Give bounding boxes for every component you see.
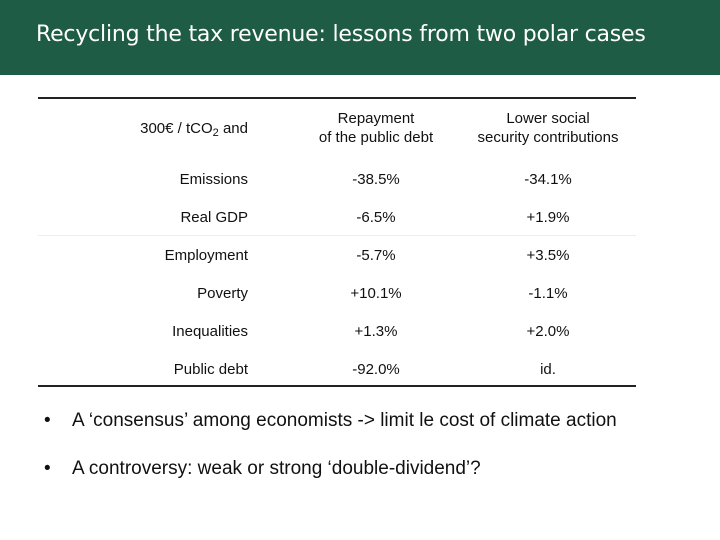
cell-employment-debt: -5.7% xyxy=(356,247,396,264)
cell-inequalities-debt: +1.3% xyxy=(354,323,398,340)
column-header-debt-line1: Repayment xyxy=(337,110,415,127)
row-label-real-gdp: Real GDP xyxy=(180,209,248,226)
corner-prefix: 300€ / tCO xyxy=(140,120,213,137)
column-header-social-line1: Lower social xyxy=(506,110,590,127)
bullet-consensus: • A ‘consensus’ among economists -> limit… xyxy=(44,409,617,433)
corner-subscript: 2 xyxy=(212,127,219,139)
cell-public-debt-social: id. xyxy=(540,361,556,378)
table-corner-header: 300€ / tCO2 and xyxy=(38,119,248,143)
slide-title: Recycling the tax revenue: lessons from … xyxy=(36,22,646,47)
column-header-social-line2: security contributions xyxy=(477,129,619,146)
title-bar: Recycling the tax revenue: lessons from … xyxy=(0,0,720,75)
row-label-employment: Employment xyxy=(164,247,248,264)
cell-poverty-debt: +10.1% xyxy=(350,285,402,302)
column-header-social: Lower social security contributions xyxy=(468,109,628,147)
cell-employment-social: +3.5% xyxy=(526,247,570,264)
bullet-marker: • xyxy=(44,410,51,431)
cell-inequalities-social: +2.0% xyxy=(526,323,570,340)
cell-emissions-social: -34.1% xyxy=(524,171,572,188)
table-bottom-rule xyxy=(38,385,636,387)
bullet-marker: • xyxy=(44,458,51,479)
column-header-debt-line2: of the public debt xyxy=(318,129,434,146)
bullet-controversy: • A controversy: weak or strong ‘double-d… xyxy=(44,457,481,481)
cell-emissions-debt: -38.5% xyxy=(352,171,400,188)
cell-real-gdp-social: +1.9% xyxy=(526,209,570,226)
table-top-rule xyxy=(38,97,636,99)
row-label-poverty: Poverty xyxy=(197,285,248,302)
bullet-text: A ‘consensus’ among economists -> limit … xyxy=(72,410,617,431)
bullet-text: A controversy: weak or strong ‘double-di… xyxy=(72,458,481,479)
cell-public-debt-debt: -92.0% xyxy=(352,361,400,378)
row-label-public-debt: Public debt xyxy=(173,361,248,378)
cell-real-gdp-debt: -6.5% xyxy=(356,209,396,226)
column-header-debt: Repayment of the public debt xyxy=(301,109,451,147)
cell-poverty-social: -1.1% xyxy=(528,285,568,302)
corner-suffix: and xyxy=(218,120,248,137)
row-label-inequalities: Inequalities xyxy=(172,323,248,340)
row-label-emissions: Emissions xyxy=(179,171,248,188)
table-row-divider xyxy=(38,235,636,236)
